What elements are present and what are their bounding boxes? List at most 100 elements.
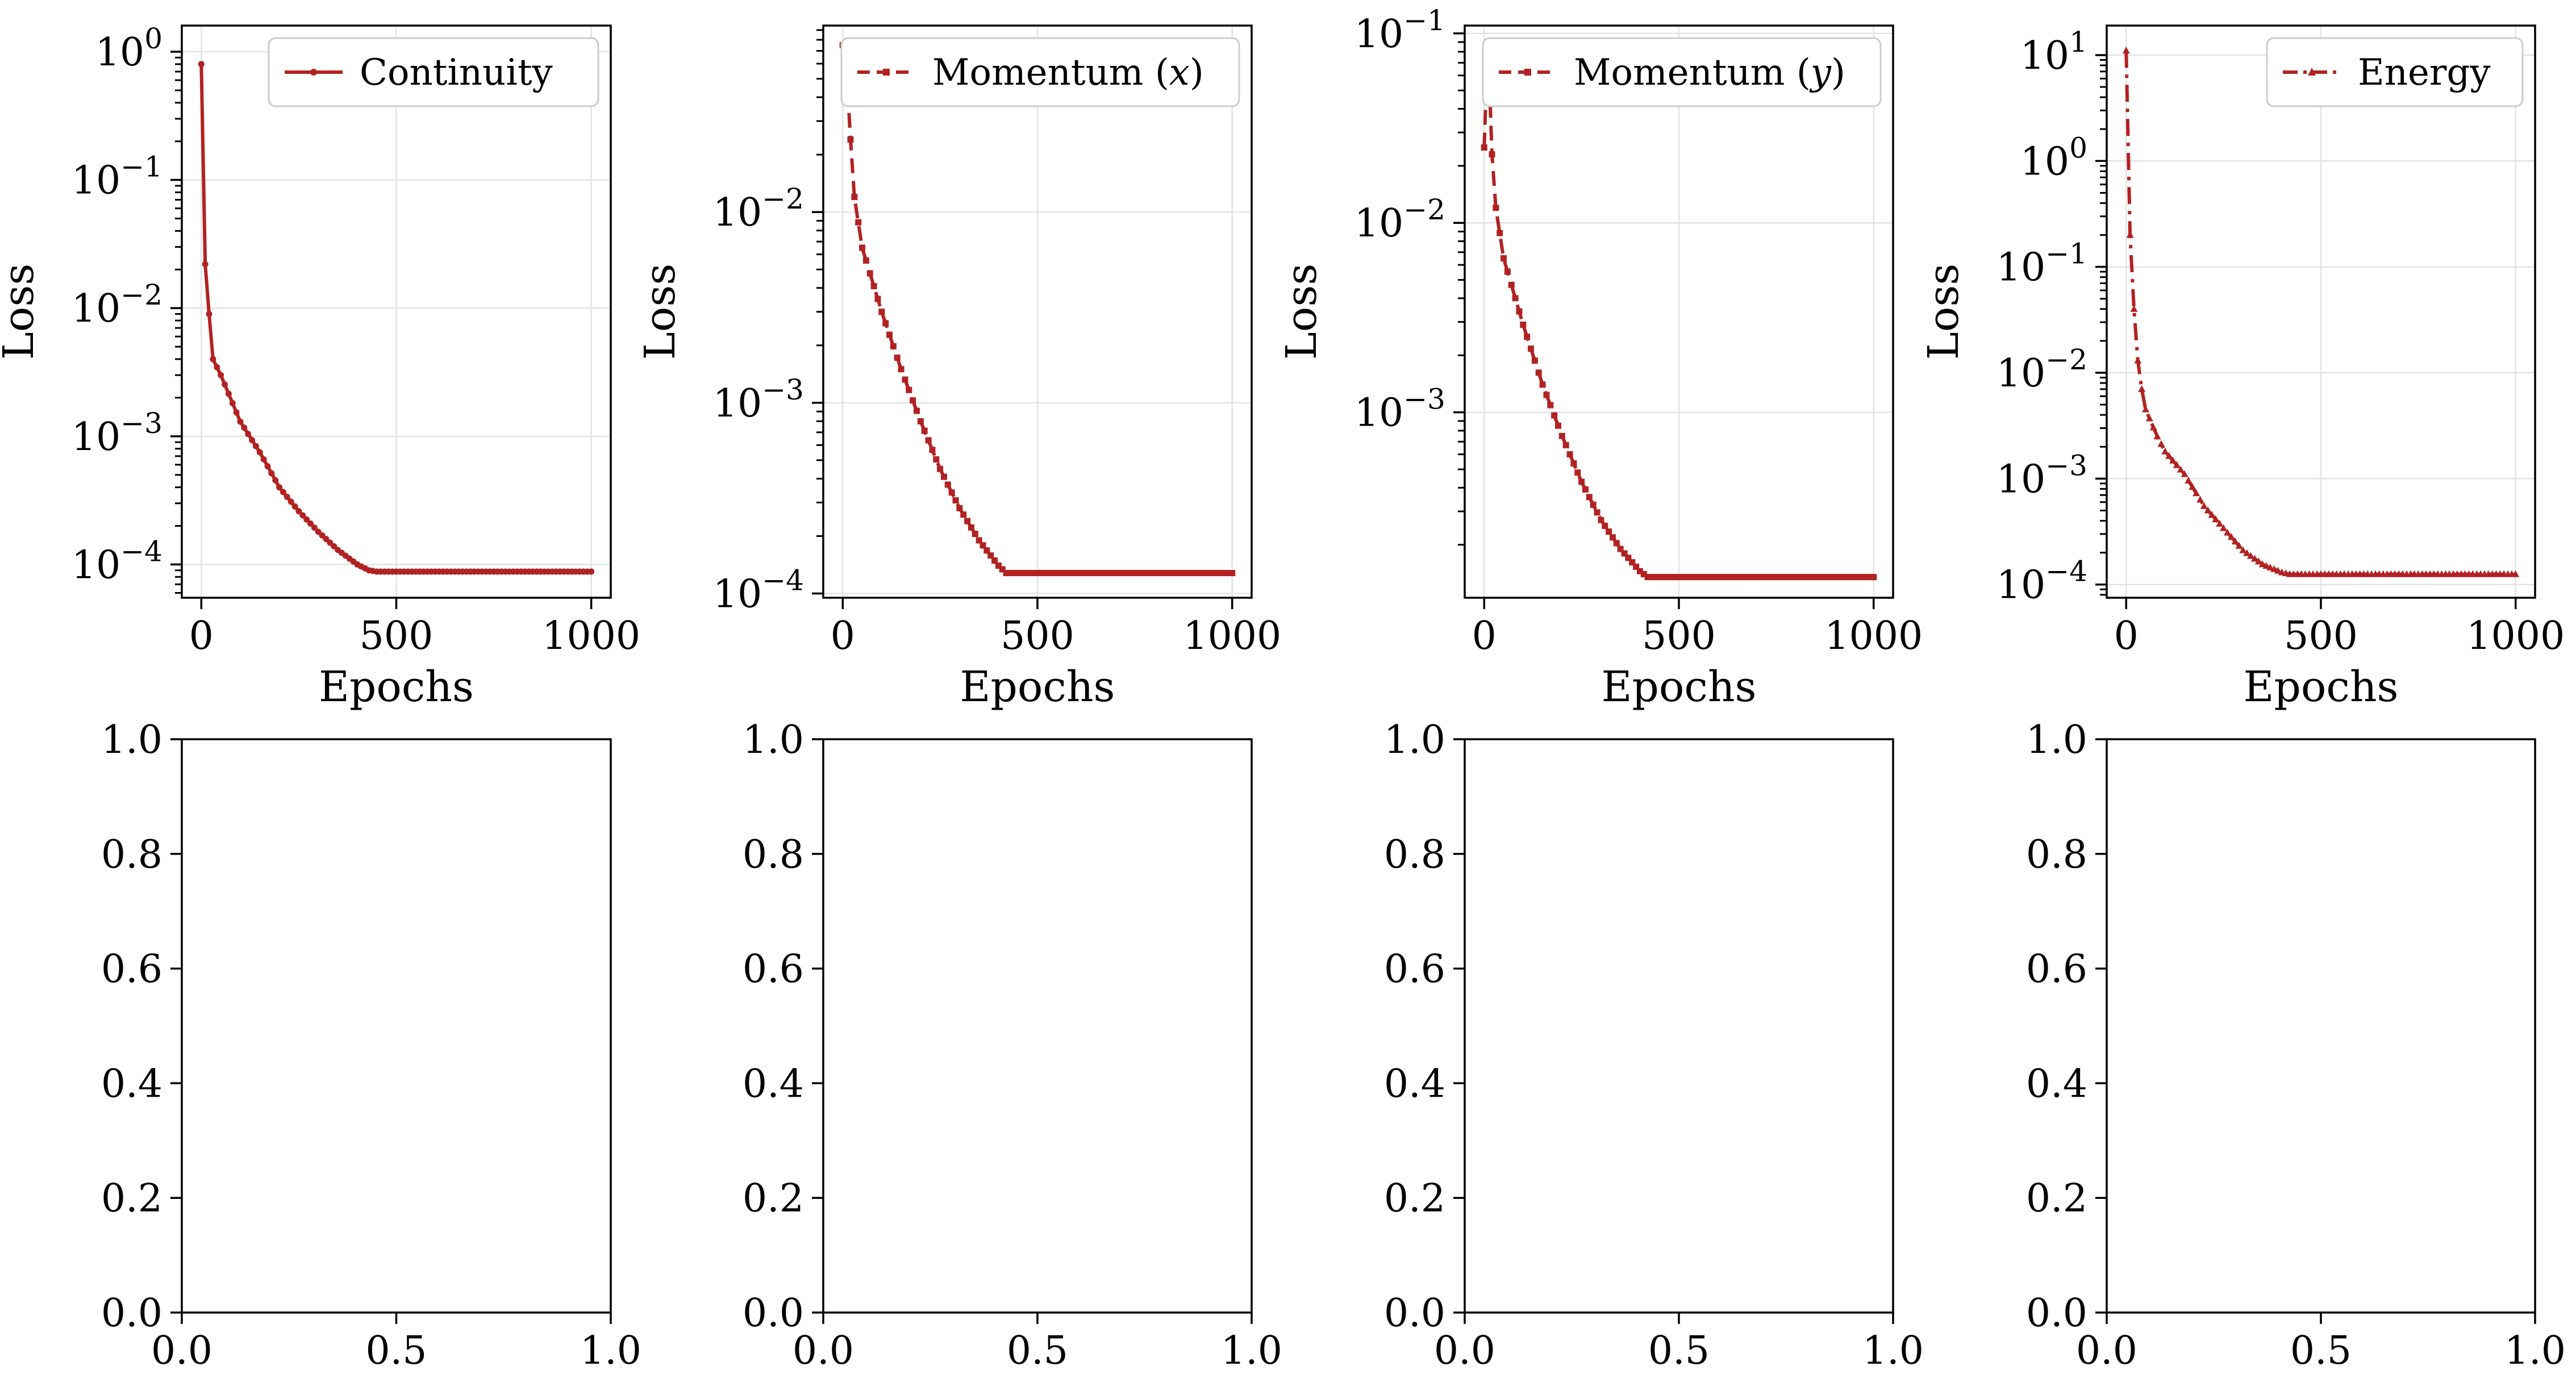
legend-label: Continuity: [360, 52, 553, 94]
data-point: [218, 372, 224, 378]
data-point: [2266, 563, 2274, 570]
legend-marker: [1524, 69, 1531, 76]
data-point: [2177, 465, 2185, 473]
data-point: [1221, 570, 1228, 577]
data-point: [2173, 461, 2181, 468]
data-point: [1781, 574, 1787, 581]
data-point: [979, 542, 986, 549]
data-point: [1633, 563, 1640, 570]
data-point: [1170, 570, 1177, 577]
data-point: [1789, 574, 1795, 581]
data-point: [2216, 519, 2224, 527]
data-point: [1186, 570, 1193, 577]
data-point: [233, 409, 240, 416]
data-point: [1034, 570, 1041, 577]
y-tick-label: 100: [95, 22, 162, 75]
axes-frame: [822, 738, 1253, 1314]
y-tick-label: 0.4: [101, 1061, 162, 1106]
data-point: [1512, 295, 1519, 302]
data-point: [1715, 574, 1721, 581]
data-point: [948, 489, 955, 496]
data-point: [1679, 574, 1686, 581]
subplot-3: 0 500 1000 10−1 10−2 10−3 Epochs Loss Momentum (…: [1277, 4, 1923, 711]
data-point: [1124, 570, 1131, 577]
data-point: [2212, 515, 2220, 523]
x-tick-label: 500: [1001, 614, 1074, 659]
data-point: [299, 512, 306, 519]
data-point: [1543, 391, 1550, 398]
data-point: [1178, 570, 1185, 577]
data-point: [2235, 541, 2243, 549]
data-point: [1120, 570, 1127, 577]
data-point: [886, 331, 893, 338]
x-tick-label: 1000: [2466, 614, 2565, 659]
y-tick-label: 10−4: [713, 564, 804, 617]
data-point: [295, 508, 302, 515]
data-point: [1785, 574, 1791, 581]
x-axis-title: Epochs: [1601, 663, 1756, 711]
data-point: [1722, 574, 1729, 581]
data-point: [894, 355, 901, 361]
data-point: [1687, 574, 1694, 581]
data-point: [906, 386, 912, 393]
data-point: [1858, 574, 1865, 581]
legend: Energy: [2266, 37, 2524, 107]
x-axis-title: Epochs: [960, 663, 1115, 711]
y-tick-label: 1.0: [1384, 718, 1445, 763]
data-point: [1574, 469, 1581, 476]
data-point: [1606, 528, 1612, 535]
y-tick-label: 10−2: [72, 278, 162, 331]
data-point: [284, 493, 290, 500]
data-point: [1206, 570, 1212, 577]
data-point: [1613, 540, 1620, 547]
data-point: [2130, 305, 2138, 312]
data-point: [1820, 574, 1827, 581]
data-point: [1711, 574, 1718, 581]
data-point: [1162, 570, 1169, 577]
legend-box: [1482, 37, 1882, 107]
data-point: [1691, 574, 1698, 581]
data-point: [1128, 570, 1135, 577]
y-axis-title: Loss: [636, 264, 685, 360]
series-markers-2: [839, 41, 1236, 577]
x-tick-label: 1000: [542, 614, 640, 659]
subplot-2: 0 500 1000 10−2 10−3 10−4 Epochs Loss Momentum (…: [636, 24, 1281, 711]
data-point: [2134, 356, 2142, 364]
data-point: [2138, 385, 2146, 392]
data-point: [1804, 574, 1811, 581]
y-tick-label: 0.2: [2026, 1176, 2087, 1221]
data-point: [229, 399, 236, 406]
data-point: [2169, 456, 2177, 464]
data-point: [1742, 574, 1749, 581]
data-point: [1213, 570, 1220, 577]
y-axis-title: Loss: [0, 264, 43, 360]
data-point: [241, 424, 248, 431]
data-point: [1816, 574, 1823, 581]
data-point: [588, 568, 595, 575]
data-point: [1625, 555, 1632, 561]
data-point: [1835, 574, 1842, 581]
data-point: [1621, 550, 1628, 557]
data-point: [276, 484, 283, 491]
data-point: [1481, 144, 1487, 151]
data-point: [1640, 570, 1647, 577]
data-point: [1061, 570, 1068, 577]
y-tick-label: 100: [2020, 131, 2087, 184]
data-point: [1065, 570, 1072, 577]
data-point: [1598, 516, 1604, 523]
subplot-5: 0.0 0.5 1.0 0.0 0.2 0.4 0.6 0.8 1.0: [101, 718, 641, 1373]
data-point: [1116, 570, 1123, 577]
data-point: [2220, 524, 2228, 531]
data-point: [862, 257, 869, 264]
data-point: [921, 427, 928, 434]
x-tick-label: 0.0: [151, 1328, 212, 1373]
x-tick-label: 1.0: [580, 1328, 641, 1373]
data-point: [1007, 570, 1014, 577]
data-point: [1053, 570, 1060, 577]
data-point: [256, 449, 263, 456]
legend: Momentum (y): [1482, 37, 1882, 107]
data-point: [307, 520, 314, 527]
legend-box: [840, 37, 1240, 107]
data-point: [1497, 230, 1503, 236]
data-point: [1547, 402, 1554, 409]
